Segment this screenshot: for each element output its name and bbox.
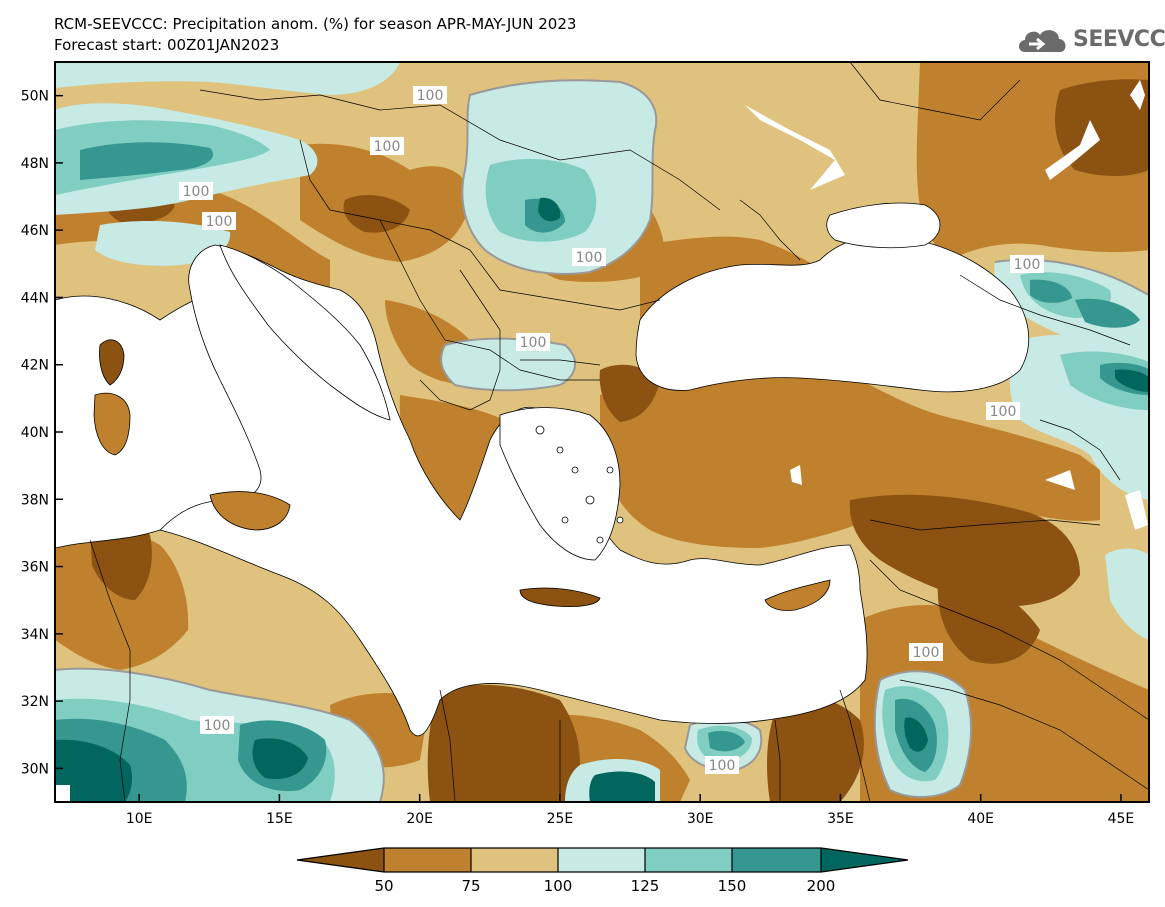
- lon-tick-label: 25E: [547, 811, 574, 827]
- field-below-50: [90, 79, 1149, 802]
- colorbar-lower-triangle: [297, 848, 384, 872]
- lat-tick-label: 38N: [21, 492, 49, 508]
- contour-label: 100: [370, 137, 404, 155]
- contour-label: 100: [705, 756, 739, 774]
- contour-label: 100: [516, 333, 550, 351]
- lon-tick-label: 10E: [126, 811, 153, 827]
- lon-tick-label: 40E: [967, 811, 994, 827]
- lat-tick-label: 48N: [21, 156, 49, 172]
- lat-tick-label: 32N: [21, 694, 49, 710]
- colorbar-bin: [384, 848, 471, 872]
- colorbar-outline: [296, 847, 909, 873]
- colorbar: 50 75 100 125 150 200: [296, 847, 909, 895]
- lat-tick-label: 50N: [21, 89, 49, 105]
- contour-label: 100: [986, 402, 1020, 420]
- lat-tick-label: 40N: [21, 425, 49, 441]
- islands: [93, 339, 831, 611]
- contour-labels: 100 100 100 100 100 100 100 100 100 100 …: [179, 86, 1044, 774]
- svg-text:100: 100: [520, 335, 547, 351]
- svg-text:100: 100: [1014, 257, 1041, 273]
- lat-tick-label: 30N: [21, 761, 49, 777]
- contour-field: [55, 62, 1149, 802]
- lat-tick-label: 46N: [21, 223, 49, 239]
- svg-text:100: 100: [576, 250, 603, 266]
- lat-tick-label: 44N: [21, 290, 49, 306]
- colorbar-label: 200: [807, 877, 836, 895]
- lat-tick-label: 36N: [21, 560, 49, 576]
- svg-text:100: 100: [709, 758, 736, 774]
- map-title: RCM-SEEVCCC: Precipitation anom. (%) for…: [54, 15, 577, 33]
- contour-100-lines: [55, 79, 1149, 802]
- colorbar-labels: 50 75 100 125 150 200: [374, 877, 835, 895]
- field-above-200: [55, 197, 1149, 802]
- svg-text:100: 100: [417, 88, 444, 104]
- colorbar-upper-triangle: [821, 848, 908, 872]
- colorbar-label: 100: [544, 877, 573, 895]
- country-borders: [89, 62, 1149, 802]
- lon-tick-label: 15E: [266, 811, 293, 827]
- colorbar-bin: [558, 848, 645, 872]
- forecast-start-label: Forecast start: 00Z01JAN2023: [54, 36, 280, 54]
- lon-tick-label: 45E: [1108, 811, 1135, 827]
- contour-label: 100: [413, 86, 447, 104]
- longitude-axis: 10E 15E 20E 25E 30E 35E 40E 45E: [126, 794, 1134, 827]
- colorbar-label: 75: [461, 877, 480, 895]
- seevccc-logo: SEEVCCC: [1015, 22, 1165, 58]
- svg-text:100: 100: [913, 645, 940, 661]
- svg-text:100: 100: [206, 214, 233, 230]
- contour-label: 100: [909, 643, 943, 661]
- colorbar-bin: [645, 848, 732, 872]
- lat-tick-label: 34N: [21, 627, 49, 643]
- contour-label: 100: [202, 212, 236, 230]
- lon-tick-label: 30E: [687, 811, 714, 827]
- svg-text:100: 100: [374, 139, 401, 155]
- colorbar-bin: [732, 848, 821, 872]
- colorbar-label: 150: [718, 877, 747, 895]
- colorbar-bin: [471, 848, 558, 872]
- missing-data-areas: [55, 80, 1148, 802]
- contour-label: 100: [572, 248, 606, 266]
- colorbar-label: 125: [631, 877, 660, 895]
- lon-tick-label: 35E: [827, 811, 854, 827]
- svg-text:100: 100: [204, 718, 231, 734]
- lon-tick-label: 20E: [406, 811, 433, 827]
- lat-tick-label: 42N: [21, 358, 49, 374]
- latitude-axis: 50N 48N 46N 44N 42N 40N 38N 36N 34N 32N 30N: [21, 89, 63, 777]
- logo-text: SEEVCCC: [1073, 27, 1165, 52]
- colorbar-label: 50: [374, 877, 393, 895]
- svg-text:100: 100: [183, 184, 210, 200]
- cloud-icon: [1019, 30, 1066, 52]
- contour-label: 100: [179, 182, 213, 200]
- svg-text:100: 100: [990, 404, 1017, 420]
- contour-label: 100: [1010, 255, 1044, 273]
- contour-label: 100: [200, 716, 234, 734]
